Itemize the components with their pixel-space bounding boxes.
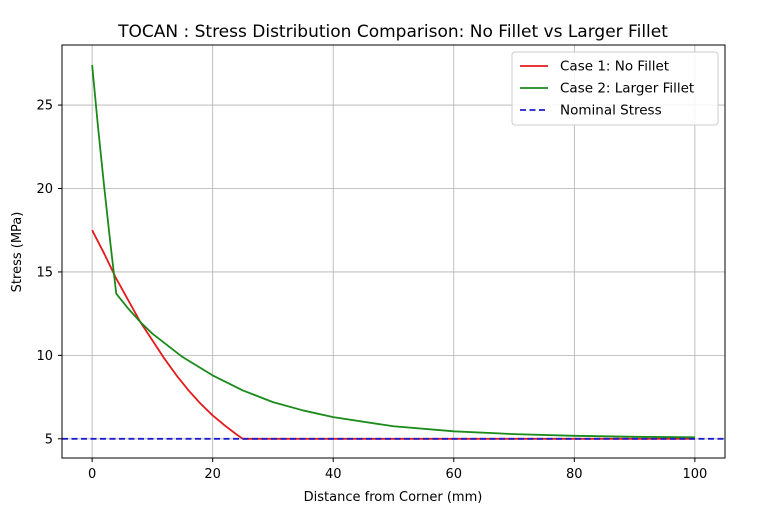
legend-label: Case 2: Larger Fillet bbox=[560, 81, 694, 97]
x-axis-label: Distance from Corner (mm) bbox=[304, 490, 483, 505]
legend-label: Nominal Stress bbox=[560, 103, 662, 119]
axes-frame bbox=[61, 44, 726, 459]
legend-entry-nominal-stress: Nominal Stress bbox=[520, 103, 662, 119]
legend-box bbox=[511, 51, 719, 126]
x-tick-label: 60 bbox=[445, 467, 462, 482]
chart-title: TOCAN : Stress Distribution Comparison: … bbox=[117, 22, 668, 42]
x-tick-label: 20 bbox=[204, 467, 221, 482]
y-tick-label: 10 bbox=[36, 349, 53, 364]
x-tick-label: 100 bbox=[682, 467, 707, 482]
y-tick-label: 25 bbox=[36, 99, 53, 114]
y-tick-label: 5 bbox=[45, 432, 53, 447]
series-line-larger-fillet bbox=[91, 64, 695, 439]
x-tick-label: 0 bbox=[88, 467, 96, 482]
legend-entry-larger-fillet: Case 2: Larger Fillet bbox=[520, 81, 694, 97]
plot-series bbox=[62, 64, 725, 440]
y-tick-label: 20 bbox=[36, 182, 53, 197]
y-tick-label: 15 bbox=[36, 265, 53, 280]
ticks: 0 20 40 60 80 100 5 10 15 20 25 bbox=[36, 99, 707, 482]
legend-label: Case 1: No Fillet bbox=[560, 59, 669, 75]
x-tick-label: 40 bbox=[325, 467, 342, 482]
legend: Case 1: No Fillet Case 2: Larger Fillet No… bbox=[511, 51, 719, 126]
x-tick-label: 80 bbox=[566, 467, 583, 482]
y-axis-label: Stress (MPa) bbox=[10, 212, 25, 293]
legend-entry-no-fillet: Case 1: No Fillet bbox=[520, 59, 669, 75]
